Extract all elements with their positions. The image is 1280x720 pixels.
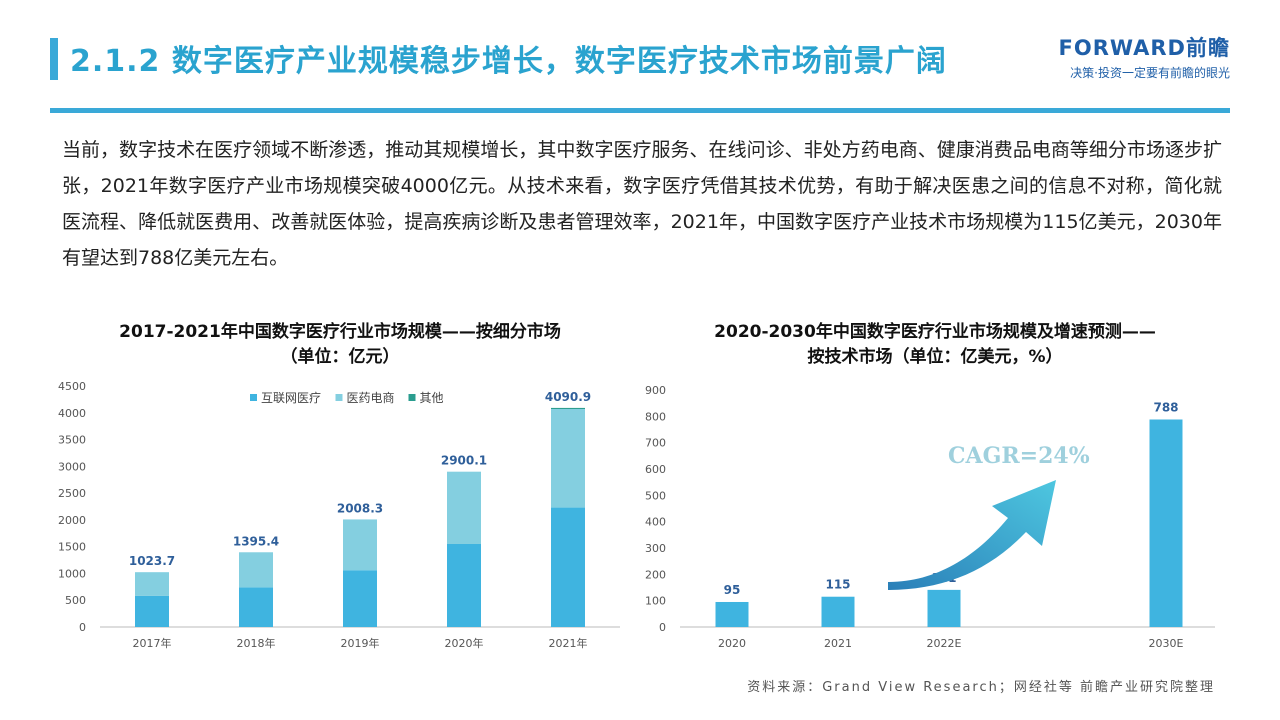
chart1-total-label: 2008.3	[337, 501, 383, 515]
chart1-x-tick-label: 2019年	[341, 636, 380, 650]
segment-market-stacked-bar-chart: 0 500 1000 1500 2000 2500 3000 3500 4000 4500 1023…	[58, 380, 620, 650]
chart1-y-tick-label: 1500	[58, 541, 86, 554]
chart1-legend-label: 其他	[420, 391, 444, 405]
title-accent-bar	[50, 38, 58, 80]
chart1-y-tick-label: 3000	[58, 460, 86, 473]
chart1-y-tick-label: 2000	[58, 514, 86, 527]
chart1-y-tick-label: 4000	[58, 407, 86, 420]
chart2-y-tick-label: 900	[645, 384, 666, 397]
chart2-y-tick-label: 0	[659, 621, 666, 634]
chart2-y-tick-label: 300	[645, 542, 666, 555]
chart2-x-tick-label: 2022E	[927, 637, 962, 650]
chart1-total-label: 1023.7	[129, 554, 175, 568]
chart2-subtitle: 按技术市场（单位：亿美元，%）	[807, 347, 1063, 367]
chart1-bar-segment	[551, 507, 585, 627]
chart1-bar-segment	[343, 519, 377, 571]
chart1-x-tick-label: 2021年	[549, 636, 588, 650]
chart1-y-tick-label: 3500	[58, 434, 86, 447]
chart1-legend-label: 互联网医疗	[261, 391, 321, 405]
chart2-x-tick-label: 2030E	[1149, 637, 1184, 650]
chart2-y-tick-label: 400	[645, 516, 666, 529]
chart2-value-label: 95	[724, 583, 741, 597]
chart2-value-label: 115	[825, 578, 850, 592]
chart1-title: 2017-2021年中国数字医疗行业市场规模——按细分市场	[119, 322, 561, 342]
intro-paragraph: 当前，数字技术在医疗领域不断渗透，推动其规模增长，其中数字医疗服务、在线问诊、非…	[62, 139, 1222, 269]
chart1-legend-label: 医药电商	[347, 390, 395, 405]
chart2-y-tick-label: 700	[645, 437, 666, 450]
chart2-y-tick-label: 800	[645, 410, 666, 423]
chart1-bar-segment	[447, 543, 481, 627]
chart1-bar-segment	[551, 407, 585, 409]
chart1-bar-segment	[551, 408, 585, 508]
cagr-annotation: CAGR=24%	[948, 443, 1090, 469]
chart1-bar-segment	[239, 587, 273, 627]
tech-market-bar-chart: 0 100 200 300 400 500 600 700 800 900 95 2020 115 202…	[645, 384, 1215, 650]
brand: FORWARD前瞻 决策·投资一定要有前瞻的眼光	[1059, 32, 1230, 81]
chart1-y-tick-label: 2500	[58, 487, 86, 500]
growth-arrow-icon	[888, 480, 1056, 590]
chart1-bar-segment	[135, 572, 169, 596]
chart1-total-label: 2900.1	[441, 454, 487, 468]
chart2-y-tick-label: 200	[645, 568, 666, 581]
chart2-title: 2020-2030年中国数字医疗行业市场规模及增速预测——	[714, 322, 1156, 342]
chart1-bar-segment	[343, 570, 377, 627]
chart1-bar-segment	[135, 595, 169, 627]
chart2-x-tick-label: 2021	[824, 637, 852, 650]
chart1-y-tick-label: 0	[79, 621, 86, 634]
header-divider	[50, 108, 1230, 113]
chart2-x-tick-label: 2020	[718, 637, 746, 650]
chart2-bar	[715, 601, 749, 627]
chart1-title-block: 2017-2021年中国数字医疗行业市场规模——按细分市场 （单位：亿元）	[60, 320, 620, 370]
chart1-x-tick-label: 2018年	[237, 636, 276, 650]
chart1-y-tick-label: 500	[65, 594, 86, 607]
chart1-y-tick-label: 1000	[58, 567, 86, 580]
chart1-bar-segment	[239, 552, 273, 588]
chart1-total-label: 1395.4	[233, 534, 279, 548]
chart1-legend-swatch	[335, 394, 343, 401]
chart2-title-block: 2020-2030年中国数字医疗行业市场规模及增速预测—— 按技术市场（单位：亿…	[645, 320, 1225, 370]
chart1-x-tick-label: 2020年	[445, 636, 484, 650]
chart1-bar-segment	[447, 471, 481, 544]
source-note: 资料来源：Grand View Research；网经社等 前瞻产业研究院整理	[747, 680, 1215, 695]
chart2-bar	[821, 596, 855, 627]
chart1-x-tick-label: 2017年	[133, 636, 172, 650]
chart1-legend-swatch	[408, 394, 416, 401]
chart2-bar	[1149, 419, 1183, 627]
brand-logo: FORWARD前瞻	[1058, 36, 1230, 60]
chart2-y-tick-label: 100	[645, 595, 666, 608]
chart1-y-tick-label: 4500	[58, 380, 86, 393]
chart2-value-label: 788	[1153, 400, 1178, 414]
chart2-y-tick-label: 600	[645, 463, 666, 476]
chart2-bar	[927, 589, 961, 627]
chart1-total-label: 4090.9	[545, 390, 591, 404]
chart2-y-tick-label: 500	[645, 489, 666, 502]
page-title: 2.1.2 数字医疗产业规模稳步增长，数字医疗技术市场前景广阔	[70, 44, 947, 79]
chart1-subtitle: （单位：亿元）	[280, 347, 400, 367]
chart1-legend-swatch	[250, 394, 257, 401]
brand-slogan: 决策·投资一定要有前瞻的眼光	[1070, 66, 1230, 80]
